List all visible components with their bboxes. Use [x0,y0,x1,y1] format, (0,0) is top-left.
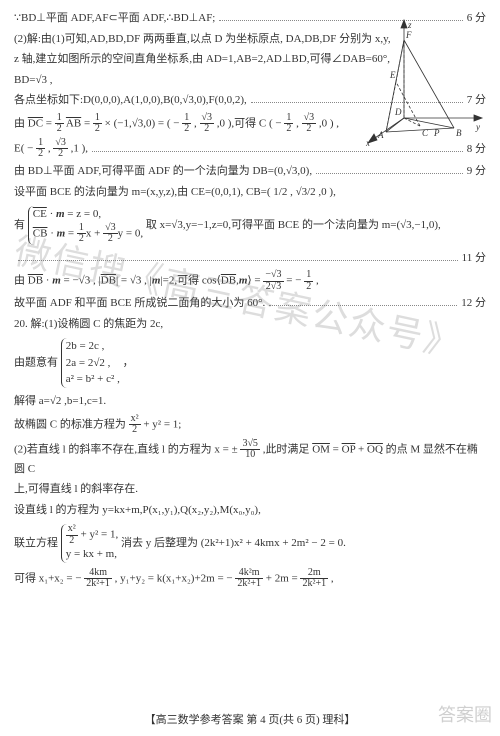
pt-d: D [394,107,402,117]
pt-b: B [456,128,462,138]
axis-y-label: y [475,122,480,132]
cos-line: 由 DB · m = −√3 , |DB| = √3 , |m|=2,可得 co… [14,270,486,292]
text-line: 设直线 l 的方程为 y=kx+m,P(x₁,y₁),Q(x₂,y₂),M(x₀… [14,502,486,520]
pt-a: A [377,130,384,140]
pt-c: C [422,128,429,138]
ellipse-equation: 故椭圆 C 的标准方程为 x²2 + y² = 1; [14,414,486,436]
brace-ellipse-cond: 由题意有 2b = 2c ,2a = 2√2 ,a² = b² + c² , ， [14,336,486,390]
om-condition-line: (2)若直线 l 的斜率不存在,直线 l 的方程为 x = ± 3√510 ,此… [14,439,486,479]
brace-normal-m: 有 CE · m = z = 0,CB · m = 12x + √32y = 0… [14,204,486,247]
pt-p: P [433,128,440,138]
pt-e: E [389,70,396,80]
vieta-line: 可得 x₁+x₂ = − 4km2k²+1 , y₁+y₂ = k(x₁+x₂)… [14,568,486,590]
coordinate-diagram: z x y F E D A B C P [364,18,484,148]
text-line: 解得 a=√2 ,b=1,c=1. [14,393,486,411]
text-line: 20. 解:(1)设椭圆 C 的焦距为 2c, [14,316,486,334]
text-line: 设平面 BCE 的法向量为 m=(x,y,z),由 CE=(0,0,1), CB… [14,184,486,202]
axis-z-label: z [407,20,412,30]
scored-line: 11 分 [14,250,486,268]
scored-line: 由 BD⊥平面 ADF,可得平面 ADF 的一个法向量为 DB=(0,√3,0)… [14,163,486,181]
scored-line: 故平面 ADF 和平面 BCE 所成锐二面角的大小为 60°.12 分 [14,295,486,313]
text-line: 上,可得直线 l 的斜率存在. [14,481,486,499]
brace-line-system: 联立方程 x²2 + y² = 1,y = kx + m, 消去 y 后整理为 … [14,522,486,565]
pt-f: F [405,30,412,40]
axis-x-label: x [365,138,370,148]
page-footer: 【高三数学参考答案 第 4 页(共 6 页) 理科】 [0,712,500,730]
